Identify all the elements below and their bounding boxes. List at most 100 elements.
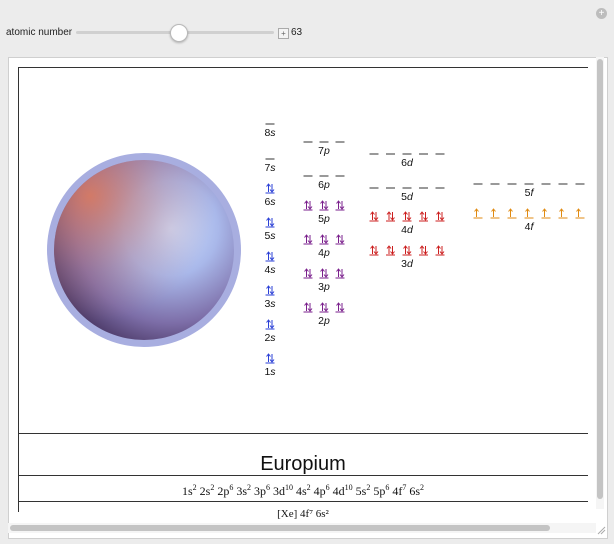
orbital-label: 3d: [401, 258, 414, 270]
spin-down-arrow: [423, 246, 428, 255]
spin-up-arrow: [304, 302, 309, 311]
orbital-label: 6s: [264, 196, 276, 208]
spin-down-arrow: [307, 269, 313, 278]
spin-down-arrow: [307, 303, 313, 312]
spin-down-arrow: [439, 246, 445, 255]
spin-up-arrow: [403, 211, 408, 220]
spin-down-arrow: [269, 252, 275, 261]
spin-up-arrow: [266, 217, 271, 226]
spin-down-arrow: [406, 212, 412, 221]
spin-up-arrow: [266, 319, 271, 328]
spin-up-arrow: [266, 251, 271, 260]
config-term: 3p6: [254, 483, 270, 498]
slider-thumb[interactable]: [170, 24, 188, 42]
spin-down-arrow: [339, 303, 345, 312]
orbital-label: 2p: [318, 315, 330, 327]
resize-grip-icon[interactable]: [596, 525, 606, 535]
orbital-label: 4p: [318, 247, 330, 259]
spin-down-arrow: [373, 212, 379, 221]
orbital-label: 1s: [264, 366, 276, 378]
orbital-label: 3s: [264, 298, 276, 310]
spin-up-arrow: [474, 208, 479, 217]
spin-down-arrow: [339, 269, 345, 278]
orbital-label: 7s: [264, 162, 276, 174]
spin-up-arrow: [542, 208, 547, 217]
orbital-7s: 7s: [264, 158, 276, 174]
noble-gas-configuration: [Xe] 4f⁷ 6s²: [277, 508, 329, 520]
spin-up-arrow: [266, 285, 271, 294]
name-bottom-rule: [18, 475, 588, 476]
spin-up-arrow: [304, 200, 309, 209]
spin-up-arrow: [386, 245, 392, 254]
config-term: 3d10: [273, 483, 293, 498]
orbital-2p: 2p: [303, 302, 345, 327]
spin-up-arrow: [419, 211, 425, 220]
spin-up-arrow: [508, 208, 513, 217]
spin-up-arrow: [266, 353, 271, 362]
orbital-5f: 5f: [473, 183, 585, 199]
spin-down-arrow: [269, 354, 275, 363]
spin-up-arrow: [320, 302, 325, 311]
orbital-2s: 2s: [264, 319, 276, 344]
atomic-number-value: 63: [291, 27, 303, 38]
horizontal-scroll-thumb[interactable]: [10, 525, 550, 531]
orbital-label: 6d: [401, 157, 414, 169]
vertical-scroll-thumb[interactable]: [597, 59, 603, 499]
spin-up-arrow: [336, 302, 341, 311]
spin-down-arrow: [269, 218, 275, 227]
add-icon[interactable]: +: [596, 8, 607, 19]
orbital-label: 5d: [401, 191, 414, 203]
spin-down-arrow: [339, 201, 345, 210]
orbital-5d: 5d: [369, 187, 445, 203]
spin-up-arrow: [336, 234, 341, 243]
config-term: 5s2: [355, 483, 371, 498]
spin-up-arrow: [320, 200, 325, 209]
element-name: Europium: [260, 453, 346, 475]
orbital-diagram: 1s 2s 3s 4s 5s 6s 7s 8s 2p 3p 4p 5p 6p 7p 3d 4d 5d 6d 4f 5f: [47, 123, 585, 378]
config-term: 5p6: [373, 483, 390, 498]
spin-down-arrow: [307, 235, 313, 244]
spin-up-arrow: [304, 268, 309, 277]
electron-configuration: 1s2 2s2 2p6 3s2 3p6 3d10 4s2 4p6 4d10 5s…: [18, 483, 588, 499]
orbital-7p: 7p: [303, 141, 345, 157]
spin-up-arrow: [370, 211, 375, 220]
orbital-label: 8s: [264, 127, 276, 139]
orbital-4s: 4s: [264, 251, 276, 276]
spin-up-arrow: [370, 245, 375, 254]
spin-up-arrow: [403, 245, 408, 254]
orbital-label: 5p: [318, 213, 330, 225]
horizontal-scrollbar[interactable]: [8, 523, 596, 533]
orbital-4p: 4p: [303, 234, 345, 259]
spin-down-arrow: [323, 201, 329, 210]
orbital-3d: 3d: [369, 245, 445, 270]
spin-up-arrow: [304, 234, 309, 243]
atom-sphere-icon: [47, 153, 241, 347]
orbital-label: 4f: [525, 221, 535, 233]
spin-up-arrow: [576, 208, 581, 217]
frame-top-rule: [18, 67, 588, 68]
spin-down-arrow: [269, 184, 275, 193]
orbital-3p: 3p: [303, 268, 345, 293]
frame-left-rule: [18, 67, 19, 512]
spin-down-arrow: [373, 246, 379, 255]
config-term: 4f7: [392, 483, 407, 498]
vertical-scrollbar[interactable]: [596, 57, 604, 509]
config-term: 2p6: [217, 483, 234, 498]
name-top-rule: [18, 433, 588, 434]
orbital-8s: 8s: [264, 123, 276, 139]
config-term: 6s2: [409, 483, 425, 498]
spin-down-arrow: [390, 246, 395, 255]
spin-down-arrow: [439, 212, 445, 221]
slider-expand-button[interactable]: +: [278, 28, 289, 39]
atomic-number-label: atomic number: [6, 27, 73, 38]
orbital-label: 6p: [318, 179, 330, 191]
orbital-6d: 6d: [369, 153, 445, 169]
spin-up-arrow: [320, 268, 325, 277]
spin-down-arrow: [269, 286, 275, 295]
config-term: 4s2: [296, 483, 311, 498]
config-term: 4p6: [313, 483, 330, 498]
spin-down-arrow: [307, 201, 313, 210]
spin-up-arrow: [559, 208, 564, 217]
orbital-label: 5s: [264, 230, 276, 242]
orbital-label: 4s: [264, 264, 276, 276]
